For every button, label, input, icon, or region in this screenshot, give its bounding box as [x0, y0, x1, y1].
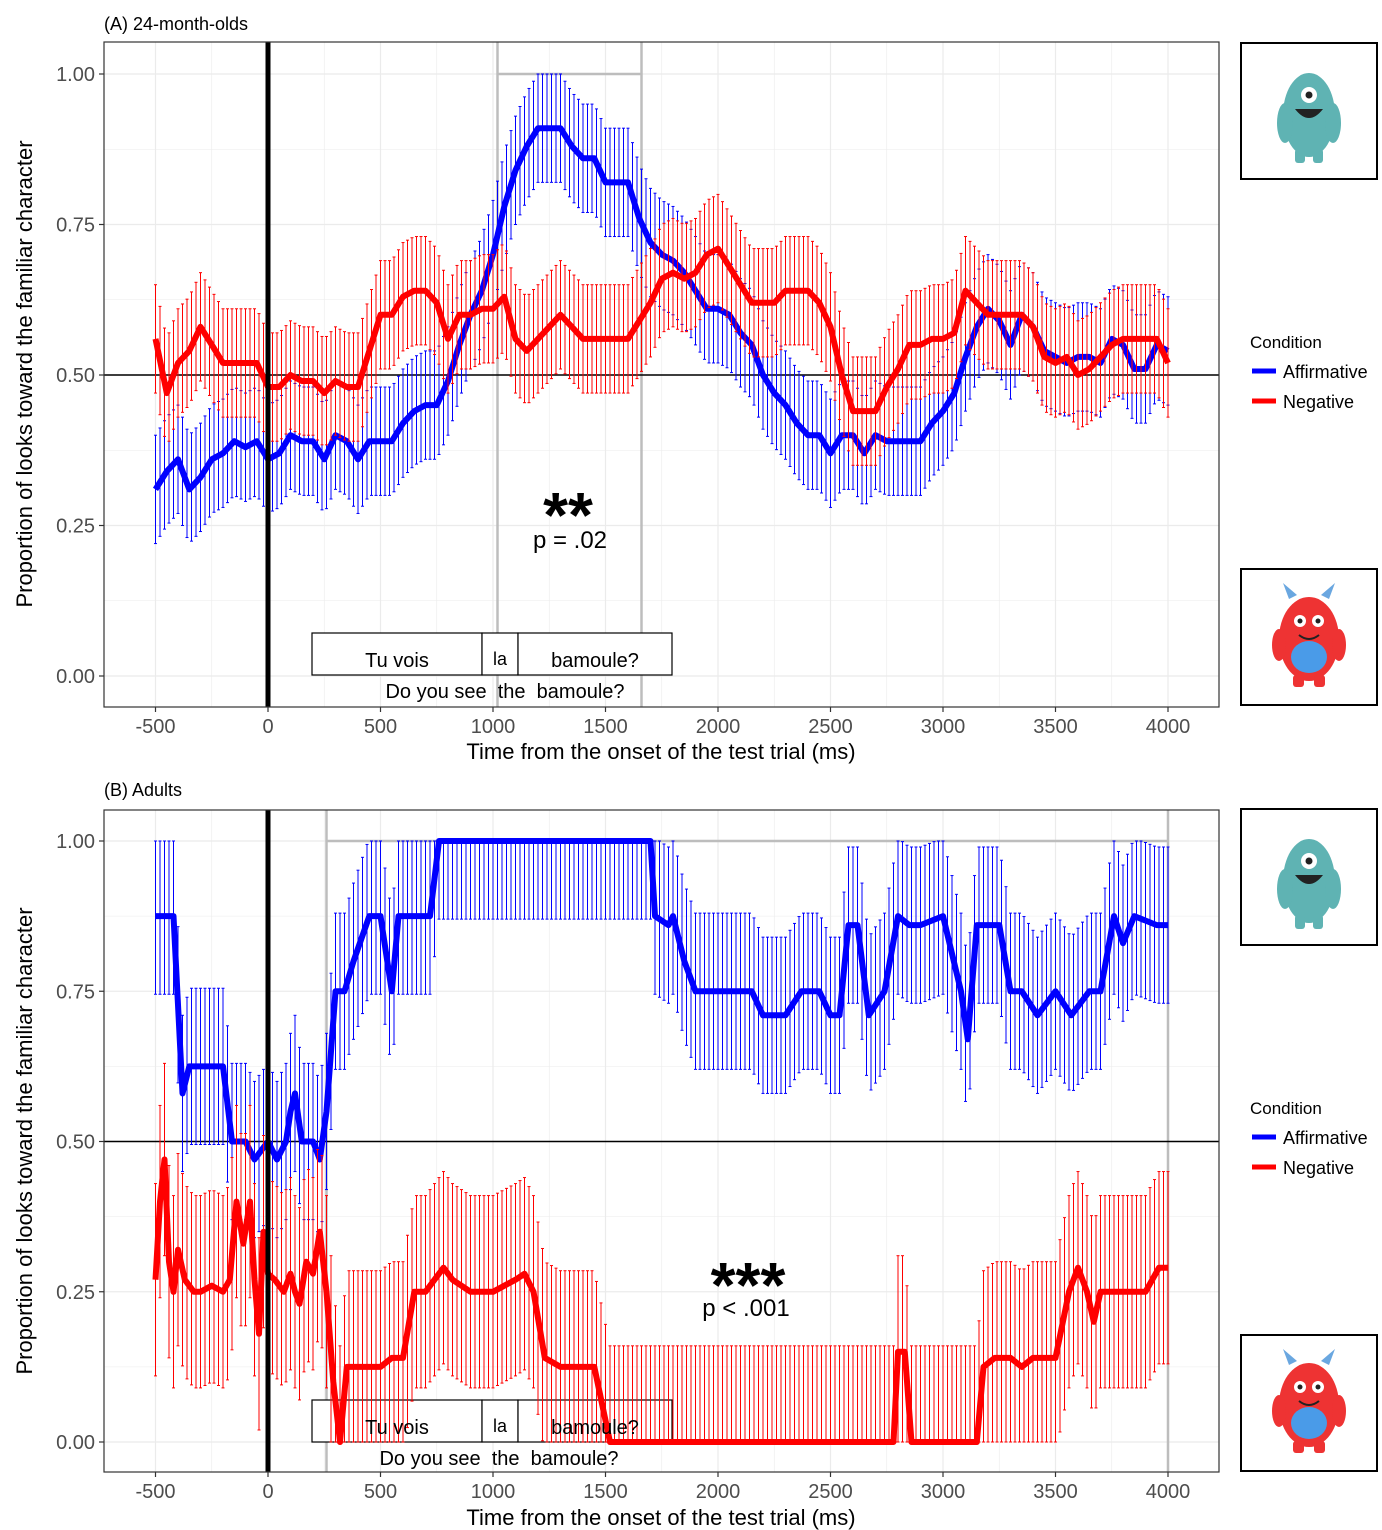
word-tu-vois: Tu vois	[365, 650, 429, 672]
y-tick-label: 0.00	[56, 666, 95, 688]
x-tick-label: 4000	[1146, 716, 1191, 738]
teal-monster-icon	[1277, 839, 1341, 929]
panel-b: (B) Adults Tu vois la bamoule? Do you se…	[12, 780, 1378, 1530]
x-tick-label: 3000	[921, 716, 966, 738]
y-tick-label: 0.25	[56, 516, 95, 538]
significance: *** p < .001	[702, 1249, 789, 1322]
x-tick-label: 2500	[808, 716, 853, 738]
unfamiliar-character-image	[1240, 1334, 1378, 1472]
x-tick-label: 0	[262, 716, 273, 738]
word-box-la	[481, 1399, 519, 1443]
y-tick-label: 0.75	[56, 981, 95, 1003]
series-negative	[152, 1062, 1170, 1445]
x-tick-label: 3500	[1033, 716, 1078, 738]
red-monster-icon	[1272, 1349, 1346, 1453]
familiar-character-image	[1240, 808, 1378, 946]
p-value: p < .001	[702, 1295, 789, 1322]
y-tick-label: 1.00	[56, 64, 95, 86]
x-tick-label: 0	[262, 1481, 273, 1503]
legend-label-affirmative: Affirmative	[1283, 1128, 1368, 1148]
x-tick-label: 500	[364, 1481, 397, 1503]
x-tick-label: -500	[135, 716, 175, 738]
panel-a: (A) 24-month-olds Tu vois la bamoule? Do…	[12, 14, 1378, 764]
x-tick-label: -500	[135, 1481, 175, 1503]
y-tick-label: 0.50	[56, 1132, 95, 1154]
unfamiliar-character-image	[1240, 568, 1378, 706]
panel-label: (A) 24-month-olds	[104, 14, 248, 34]
y-tick-label: 0.00	[56, 1432, 95, 1454]
x-tick-label: 2500	[808, 1481, 853, 1503]
data-series	[152, 73, 1171, 545]
series-line	[155, 838, 1168, 1163]
y-axis-title: Proportion of looks toward the familiar …	[12, 140, 37, 607]
panel-label: (B) Adults	[104, 780, 182, 800]
x-tick-label: 1500	[583, 1481, 628, 1503]
y-tick-label: 0.75	[56, 215, 95, 237]
legend-title: Condition	[1250, 333, 1322, 352]
english-gloss: Do you see the bamoule?	[385, 681, 624, 703]
teal-monster-icon	[1277, 73, 1341, 163]
x-tick-label: 1000	[471, 716, 516, 738]
y-tick-label: 0.50	[56, 365, 95, 387]
word-bamoule: bamoule?	[551, 1417, 639, 1439]
word-la: la	[493, 1416, 508, 1436]
x-tick-label: 3000	[921, 1481, 966, 1503]
series-negative	[152, 193, 1171, 466]
x-axis-title: Time from the onset of the test trial (m…	[466, 739, 855, 764]
x-tick-label: 3500	[1033, 1481, 1078, 1503]
word-box-tu-vois	[311, 632, 483, 676]
series-line	[152, 1156, 1168, 1445]
legend: Condition Affirmative Negative	[1250, 1099, 1368, 1178]
series-line	[152, 245, 1171, 415]
word-tu-vois: Tu vois	[365, 1417, 429, 1439]
axes: -500 0 500 1000 1500 2000 2500 3000 3500 4000 0.00…	[56, 831, 1190, 1503]
significance-stars: ***	[711, 1249, 786, 1321]
y-tick-label: 1.00	[56, 831, 95, 853]
legend: Condition Affirmative Negative	[1250, 333, 1368, 412]
x-axis-title: Time from the onset of the test trial (m…	[466, 1505, 855, 1530]
legend-title: Condition	[1250, 1099, 1322, 1118]
x-tick-label: 4000	[1146, 1481, 1191, 1503]
x-tick-label: 1500	[583, 716, 628, 738]
y-tick-label: 0.25	[56, 1282, 95, 1304]
sentence-text: Tu vois la bamoule? Do you see the bamou…	[365, 1416, 639, 1470]
axes: -500 0 500 1000 1500 2000 2500 3000 3500 4000 0.00…	[56, 64, 1190, 738]
x-tick-label: 500	[364, 716, 397, 738]
y-axis-title: Proportion of looks toward the familiar …	[12, 907, 37, 1374]
data-series	[152, 838, 1170, 1445]
x-tick-label: 2000	[696, 716, 741, 738]
red-monster-icon	[1272, 583, 1346, 687]
p-value: p = .02	[533, 527, 607, 554]
legend-label-negative: Negative	[1283, 392, 1354, 412]
legend-label-negative: Negative	[1283, 1158, 1354, 1178]
significance: ** p = .02	[533, 479, 607, 554]
word-box-bamoule	[517, 632, 673, 676]
legend-label-affirmative: Affirmative	[1283, 362, 1368, 382]
x-tick-label: 1000	[471, 1481, 516, 1503]
sentence-box: Tu vois la bamoule? Do you see the bamou…	[311, 632, 673, 703]
series-line	[152, 125, 1170, 493]
significance-stars: **	[543, 479, 593, 551]
word-bamoule: bamoule?	[551, 650, 639, 672]
familiar-character-image	[1240, 42, 1378, 180]
x-tick-label: 2000	[696, 1481, 741, 1503]
word-la: la	[493, 649, 508, 669]
english-gloss: Do you see the bamoule?	[379, 1448, 618, 1470]
